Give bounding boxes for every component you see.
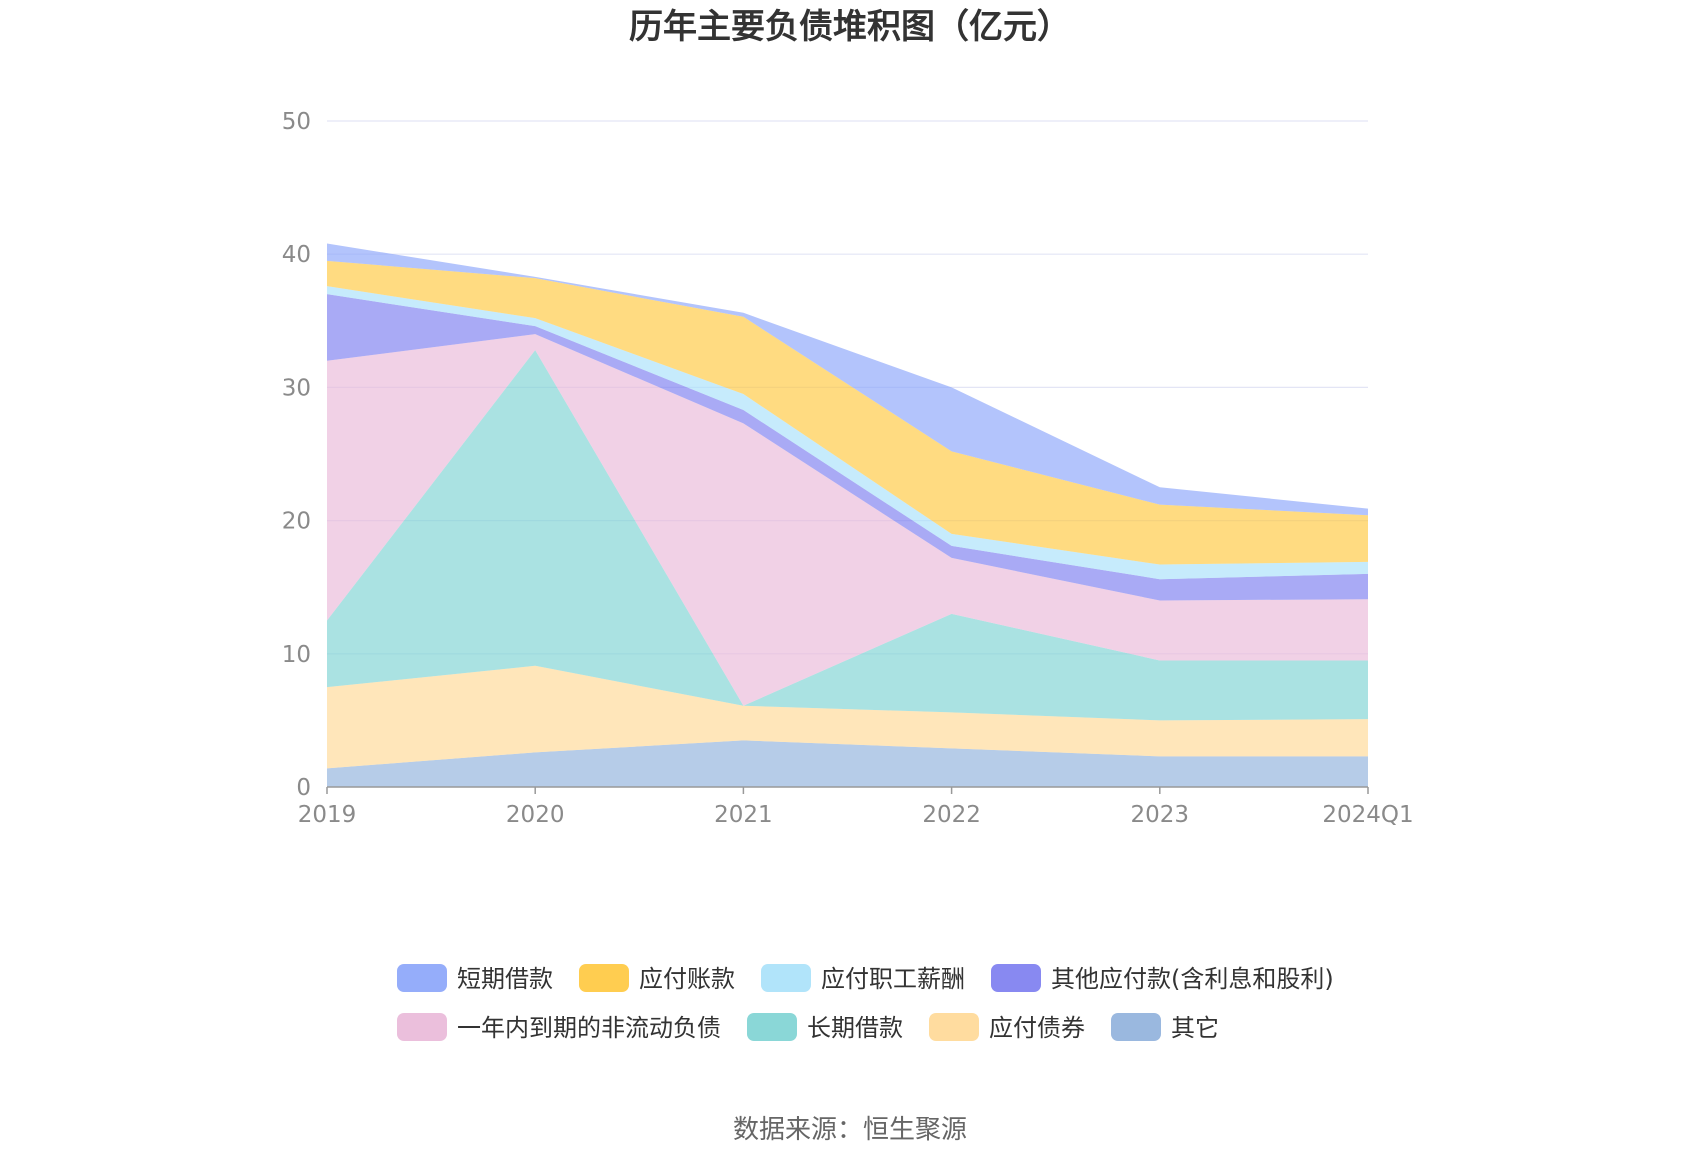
legend-label: 应付债券 <box>989 1014 1085 1042</box>
legend-label: 其它 <box>1171 1014 1219 1042</box>
x-tick-label: 2022 <box>922 802 981 828</box>
legend-swatch <box>761 964 811 992</box>
x-tick-label: 2023 <box>1131 802 1190 828</box>
legend-swatch <box>579 964 629 992</box>
legend-label: 应付职工薪酬 <box>821 965 965 993</box>
x-tick-label: 2019 <box>298 802 357 828</box>
legend-swatch <box>929 1013 979 1041</box>
y-tick-label: 0 <box>296 775 311 801</box>
chart-title: 历年主要负债堆积图（亿元） <box>629 7 1071 47</box>
legend-label: 应付账款 <box>639 965 735 993</box>
legend-swatch <box>991 964 1041 992</box>
source-note: 数据来源：恒生聚源 <box>733 1115 967 1145</box>
y-tick-label: 40 <box>282 242 311 268</box>
legend-label: 其他应付款(含利息和股利) <box>1051 965 1334 993</box>
legend: 短期借款 应付账款 应付职工薪酬 其他应付款(含利息和股利) 一年内到期的非流动负债 长期… <box>397 964 1334 1042</box>
y-tick-label: 50 <box>282 109 311 135</box>
y-tick-label: 30 <box>282 375 311 401</box>
y-tick-label: 10 <box>282 642 311 668</box>
legend-swatch <box>397 1013 447 1041</box>
axes: 2019 2020 2021 2022 2023 2024Q1 <box>298 787 1414 828</box>
x-tick-label: 2021 <box>714 802 773 828</box>
series-areas <box>327 244 1368 787</box>
y-tick-label: 20 <box>282 509 311 535</box>
legend-label: 短期借款 <box>457 965 553 993</box>
legend-swatch <box>397 964 447 992</box>
legend-swatch <box>1111 1013 1161 1041</box>
x-tick-label: 2024Q1 <box>1322 802 1413 828</box>
legend-swatch <box>747 1013 797 1041</box>
x-tick-label: 2020 <box>506 802 565 828</box>
legend-label: 一年内到期的非流动负债 <box>457 1014 721 1042</box>
legend-label: 长期借款 <box>807 1014 903 1042</box>
